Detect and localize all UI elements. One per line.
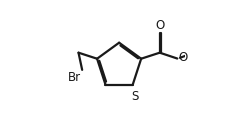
- Text: Br: Br: [68, 71, 81, 84]
- Text: O: O: [155, 19, 164, 32]
- Text: S: S: [131, 90, 138, 102]
- Text: O: O: [178, 51, 187, 64]
